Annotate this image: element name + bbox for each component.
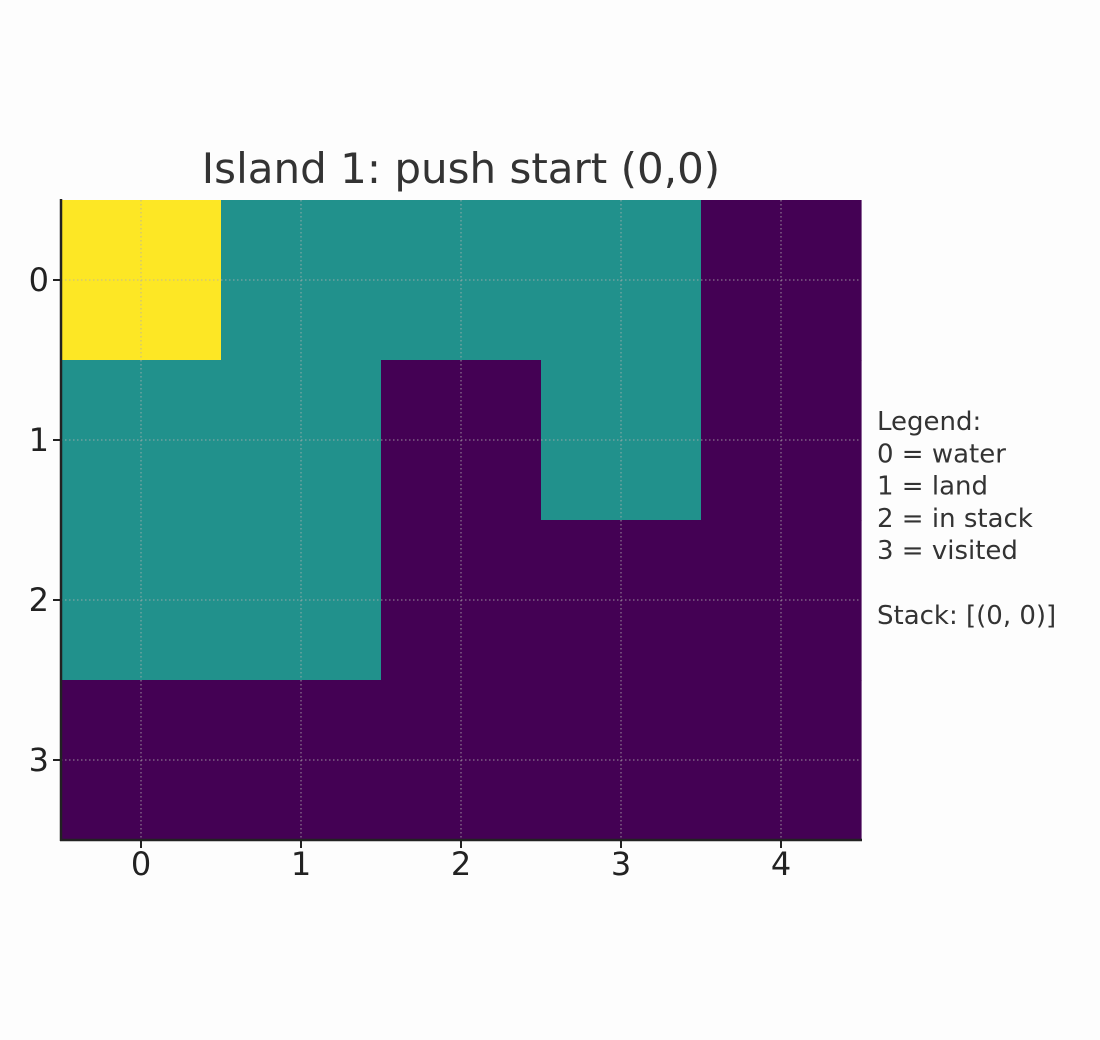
- legend-line-6: Stack: [(0, 0)]: [877, 601, 1056, 631]
- y-tick-label-0: 0: [29, 261, 49, 299]
- x-tick-label-0: 0: [131, 845, 151, 883]
- y-tick-label-3: 3: [29, 741, 49, 779]
- legend-line-0: Legend:: [877, 407, 981, 437]
- grid-lines: [61, 200, 861, 840]
- x-tick-label-2: 2: [451, 845, 471, 883]
- x-tick-labels: 0 1 2 3 4: [131, 840, 791, 883]
- y-tick-label-2: 2: [29, 581, 49, 619]
- y-tick-labels: 0 1 2 3: [29, 261, 61, 779]
- chart-title: Island 1: push start (0,0): [202, 144, 720, 193]
- y-tick-label-1: 1: [29, 421, 49, 459]
- x-tick-label-3: 3: [611, 845, 631, 883]
- heatmap-cells: [61, 200, 862, 841]
- x-tick-label-4: 4: [771, 845, 791, 883]
- legend-line-4: 3 = visited: [877, 536, 1018, 566]
- legend-line-3: 2 = in stack: [877, 504, 1033, 534]
- x-tick-label-1: 1: [291, 845, 311, 883]
- legend-line-1: 0 = water: [877, 439, 1006, 469]
- legend-line-2: 1 = land: [877, 472, 988, 502]
